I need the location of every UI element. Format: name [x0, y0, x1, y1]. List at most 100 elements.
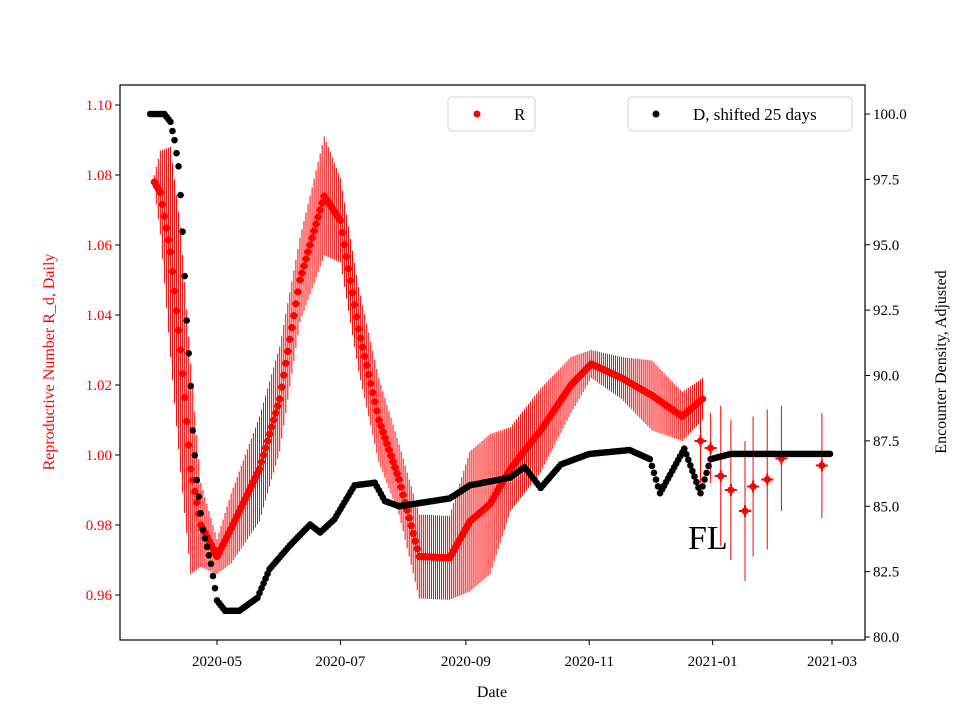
- d-point: [189, 427, 197, 434]
- d-point: [652, 476, 660, 483]
- r-point: [268, 423, 276, 431]
- r-point: [156, 188, 164, 197]
- y-right-tick-label: 95.0: [873, 238, 899, 254]
- d-point: [197, 509, 205, 517]
- r-point: [294, 288, 302, 296]
- r-point: [270, 416, 278, 424]
- r-point: [272, 409, 280, 417]
- r-point: [185, 441, 193, 449]
- r-point: [276, 395, 284, 403]
- r-point: [265, 430, 274, 438]
- annotation-fl: FL: [688, 520, 728, 557]
- r-point: [286, 335, 294, 344]
- r-point: [162, 224, 171, 232]
- r-point: [348, 289, 357, 297]
- r-point: [187, 465, 195, 473]
- x-tick-label: 2020-07: [315, 654, 365, 670]
- r-point: [284, 347, 292, 355]
- r-point: [298, 269, 306, 277]
- x-axis-label: Date: [477, 684, 507, 701]
- r-point: [357, 334, 365, 342]
- r-sparse-point: [815, 459, 828, 472]
- y-axis-right-label: Encounter Density, Adjusted: [933, 270, 950, 453]
- legend-r: R: [447, 96, 536, 132]
- r-point: [191, 487, 199, 495]
- d-point: [685, 456, 692, 464]
- r-point: [274, 402, 282, 410]
- r-point: [304, 248, 312, 256]
- r-sparse-point: [761, 473, 774, 486]
- y-right-tick-label: 82.5: [873, 565, 899, 581]
- r-point: [363, 361, 371, 369]
- r-point: [336, 216, 345, 225]
- d-point: [185, 349, 192, 357]
- r-point: [381, 434, 389, 442]
- r-point: [296, 276, 304, 284]
- r-point: [282, 359, 290, 367]
- d-point: [697, 489, 704, 497]
- r-point: [397, 483, 405, 491]
- r-point: [409, 529, 417, 538]
- plot-frame: [119, 84, 866, 641]
- r-point: [166, 248, 175, 256]
- y-left-tick-label: 0.96: [86, 588, 113, 604]
- d-point: [693, 478, 700, 486]
- y-axis-right: 80.0 82.5 85.0 87.5 90.0 92.5 95.0 97.5 100.0: [865, 107, 907, 646]
- r-point: [411, 537, 419, 545]
- r-point: [379, 428, 387, 436]
- d-point: [195, 493, 203, 500]
- legend-d-box: [627, 96, 853, 132]
- r-point: [340, 241, 349, 249]
- r-point: [338, 228, 347, 237]
- d-point: [169, 127, 176, 135]
- r-point: [302, 255, 310, 263]
- r-point: [367, 380, 375, 388]
- r-point: [383, 440, 391, 448]
- r-point: [183, 417, 191, 425]
- x-tick-label: 2020-09: [441, 654, 491, 670]
- r-point: [257, 458, 266, 466]
- d-point: [183, 317, 190, 324]
- r-point: [312, 220, 320, 228]
- r-point: [375, 416, 383, 424]
- data-points: [146, 110, 834, 615]
- r-point: [288, 324, 296, 332]
- legend-d-label: D, shifted 25 days: [693, 105, 817, 124]
- d-point: [177, 191, 184, 199]
- y-left-tick-label: 1.02: [86, 378, 112, 394]
- r-point: [342, 253, 351, 261]
- r-point: [172, 307, 181, 315]
- d-point: [181, 272, 188, 280]
- r-point: [377, 422, 385, 430]
- d-point: [650, 469, 658, 477]
- x-tick-label: 2020-05: [192, 654, 242, 670]
- y-left-tick-label: 0.98: [86, 518, 112, 534]
- r-point: [316, 206, 324, 214]
- r-point: [399, 491, 407, 499]
- r-point: [181, 394, 189, 402]
- r-point: [405, 514, 413, 522]
- d-point: [199, 526, 207, 534]
- r-point: [391, 464, 399, 472]
- d-point: [648, 462, 656, 470]
- r-point: [361, 352, 369, 360]
- d-point: [703, 469, 710, 477]
- d-point: [167, 118, 174, 126]
- r-point: [350, 301, 359, 309]
- y-left-tick-label: 1.04: [86, 308, 113, 324]
- d-point: [701, 476, 708, 483]
- legend-r-label: R: [514, 105, 526, 124]
- y-left-tick-label: 1.10: [86, 98, 112, 114]
- d-point: [683, 450, 690, 458]
- d-point: [689, 467, 696, 475]
- d-point: [201, 534, 209, 542]
- y-right-tick-label: 85.0: [873, 499, 899, 515]
- d-point: [211, 584, 219, 592]
- r-point: [193, 499, 201, 507]
- y-left-tick-label: 1.06: [86, 238, 113, 254]
- r-point: [176, 346, 185, 354]
- y-right-tick-label: 87.5: [873, 434, 899, 450]
- r-point: [365, 370, 373, 379]
- d-point: [826, 450, 834, 458]
- y-left-tick-label: 1.08: [86, 168, 112, 184]
